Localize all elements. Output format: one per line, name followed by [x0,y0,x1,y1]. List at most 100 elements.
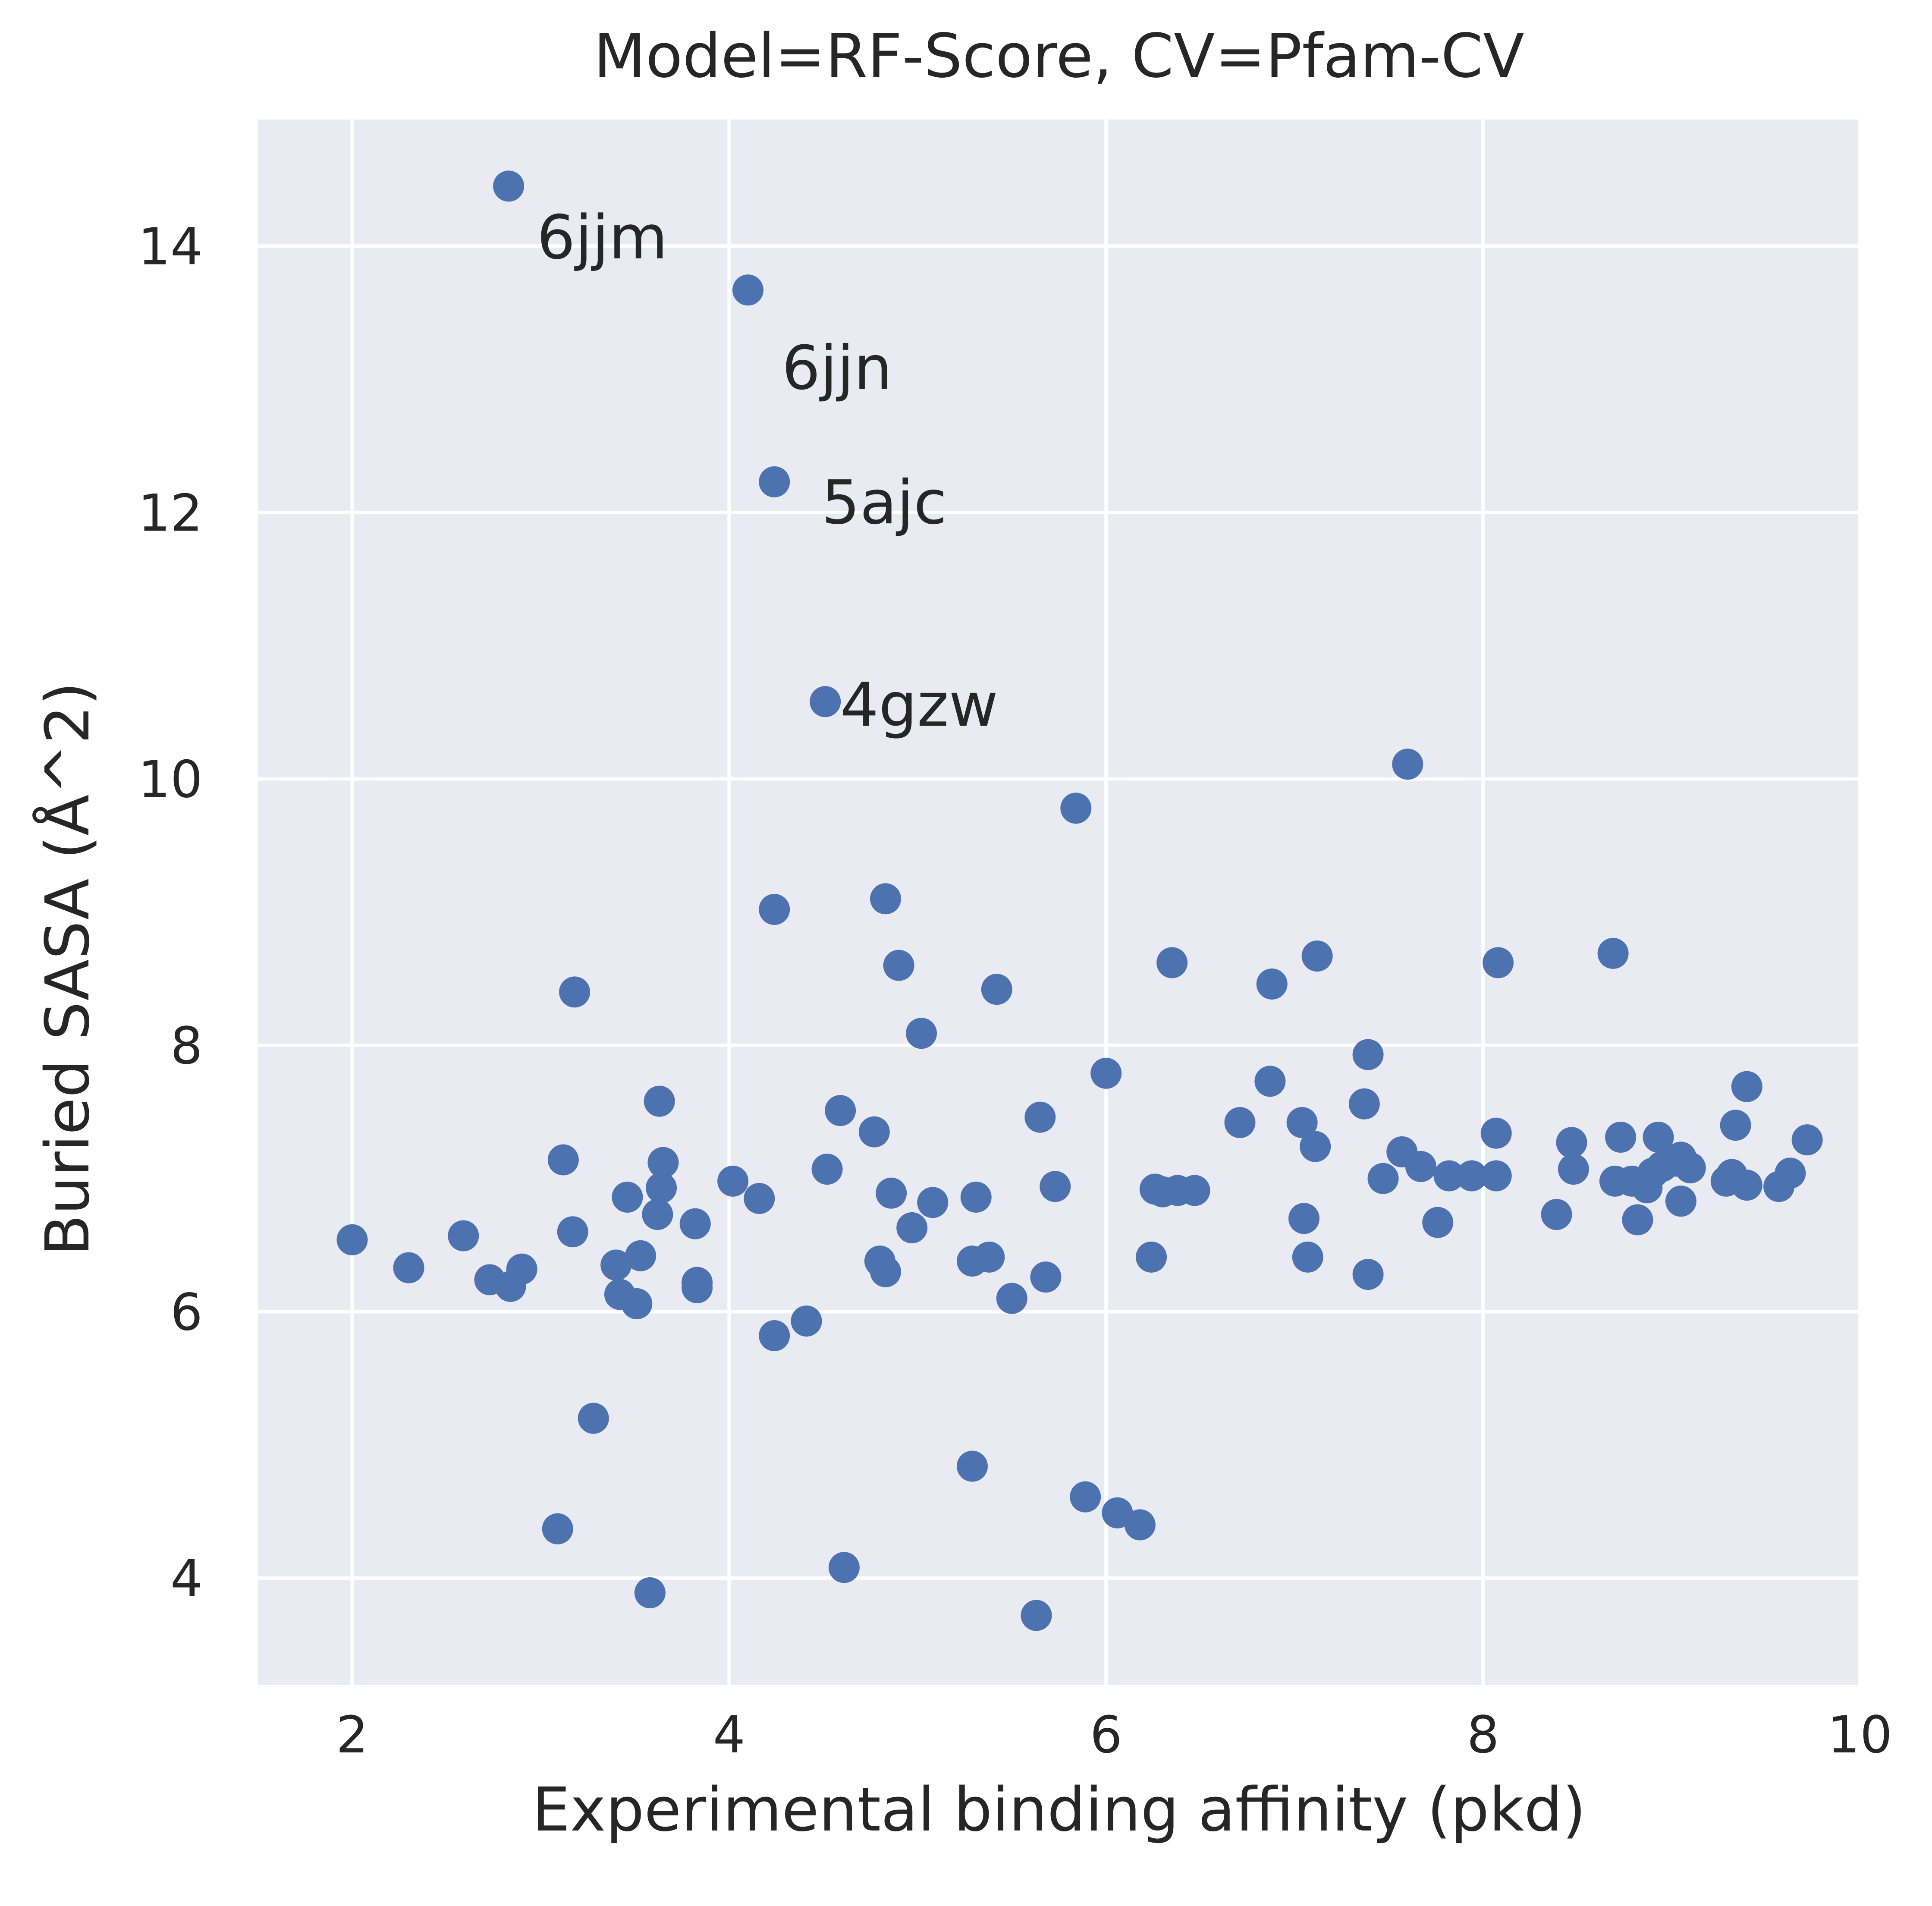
data-point [1483,947,1514,978]
point-annotations: 6jjm 6jjn 5ajc 4gzw [537,203,998,741]
data-point [1665,1186,1696,1217]
data-point [1254,1066,1286,1097]
chart-title: Model=RF-Score, CV=Pfam-CV [594,21,1524,91]
data-point [957,1450,988,1482]
data-point [1480,1117,1512,1149]
grid-lines [258,120,1862,1685]
data-point [682,1272,713,1303]
y-tick-label: 14 [138,217,203,276]
y-tick-label: 12 [138,483,203,543]
data-point [870,1256,902,1287]
data-point [858,1116,890,1148]
data-point [1392,749,1423,780]
data-points [336,170,1823,1631]
data-point [996,1283,1027,1314]
data-point [393,1252,424,1283]
data-point [621,1288,653,1319]
data-point [1622,1204,1653,1236]
data-point [1288,1203,1320,1234]
data-point [791,1305,822,1337]
data-point [732,274,764,306]
data-point [1422,1207,1454,1238]
y-tick-label: 6 [170,1282,203,1342]
data-point [1433,1160,1465,1192]
data-point [1024,1101,1056,1133]
point-annotation: 4gzw [840,670,998,740]
data-point [679,1208,711,1239]
x-axis-label: Experimental binding affinity (pkd) [532,1775,1586,1845]
data-point [1456,1160,1487,1192]
data-point [960,1181,992,1213]
data-point [644,1085,675,1117]
data-point [759,893,790,925]
data-point [1731,1071,1762,1102]
y-tick-label: 4 [170,1549,203,1608]
data-point [1480,1160,1512,1192]
data-point [906,1018,937,1049]
data-point [578,1403,609,1434]
data-point [1558,1154,1589,1185]
data-point [1060,793,1092,824]
data-point [1224,1107,1256,1139]
data-point [917,1187,949,1218]
data-point [1541,1199,1572,1230]
data-point [542,1513,573,1544]
data-point [1256,968,1288,1000]
point-annotation: 6jjm [537,203,668,273]
data-point [1070,1481,1101,1513]
data-point [759,466,790,497]
data-point [1791,1124,1823,1156]
data-point [896,1212,928,1243]
data-point [493,170,525,202]
y-axis-label: Buried SASA (Å^2) [32,682,103,1256]
y-axis-ticks: 4 6 8 10 12 14 [138,217,203,1608]
data-point [1674,1152,1706,1183]
data-point [1300,1131,1331,1162]
data-point [828,1552,860,1583]
data-point [1556,1127,1587,1158]
data-point [825,1095,856,1126]
x-tick-label: 2 [336,1705,368,1764]
x-tick-label: 4 [713,1705,745,1764]
data-point [612,1181,643,1213]
data-point [1156,947,1188,978]
data-point [883,950,914,981]
data-point [744,1183,775,1214]
data-point [810,686,841,717]
data-point [1286,1107,1318,1139]
data-point [759,1320,790,1352]
data-point [1021,1600,1052,1631]
data-point [1040,1171,1071,1202]
data-point [336,1224,368,1255]
data-point [1731,1170,1762,1201]
data-point [1292,1241,1323,1273]
data-point [981,974,1012,1005]
data-point [634,1577,666,1608]
data-point [1643,1121,1674,1153]
data-point [1030,1261,1062,1293]
data-point [1136,1241,1167,1273]
data-point [1605,1121,1637,1153]
data-point [559,976,591,1008]
data-point [1301,940,1333,972]
data-point [506,1253,537,1285]
data-point [974,1241,1005,1273]
data-point [870,883,902,915]
data-point [647,1147,679,1178]
data-point [448,1220,479,1252]
data-point [876,1177,907,1209]
y-tick-label: 10 [138,749,203,809]
data-point [1720,1110,1751,1141]
x-axis-ticks: 2 4 6 8 10 [336,1705,1892,1764]
data-point [1405,1151,1436,1182]
data-point [642,1199,673,1230]
data-point [547,1144,579,1176]
data-point [1775,1157,1806,1189]
data-point [646,1172,677,1204]
data-point [717,1165,749,1197]
plot-area [258,120,1860,1685]
data-point [1352,1259,1384,1290]
data-point [557,1216,588,1248]
